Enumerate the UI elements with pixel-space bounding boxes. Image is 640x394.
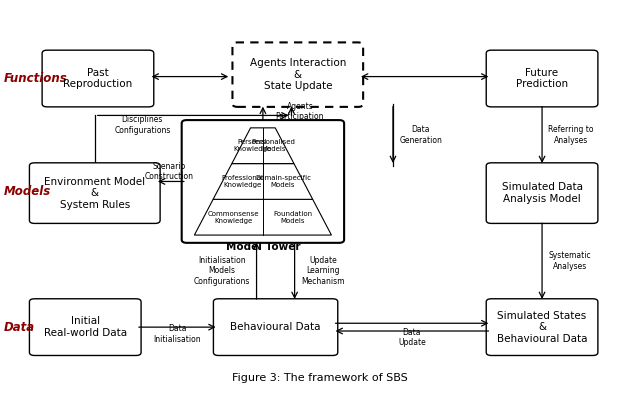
- Text: Domain-specific
Models: Domain-specific Models: [255, 175, 311, 188]
- Text: Personalised
Models: Personalised Models: [252, 139, 296, 152]
- Polygon shape: [195, 199, 332, 235]
- Text: Foundation
Models: Foundation Models: [273, 211, 312, 224]
- Text: Update
Learning
Mechanism: Update Learning Mechanism: [301, 256, 345, 286]
- FancyBboxPatch shape: [486, 50, 598, 107]
- Text: Disciplines
Configurations: Disciplines Configurations: [114, 115, 170, 135]
- Text: Functions: Functions: [4, 72, 68, 85]
- Text: Future
Prediction: Future Prediction: [516, 68, 568, 89]
- Text: Environment Model
&
System Rules: Environment Model & System Rules: [44, 177, 145, 210]
- FancyBboxPatch shape: [29, 299, 141, 355]
- FancyBboxPatch shape: [486, 163, 598, 223]
- FancyBboxPatch shape: [232, 43, 363, 107]
- Text: Referring to
Analyses: Referring to Analyses: [548, 125, 594, 145]
- FancyBboxPatch shape: [29, 163, 160, 223]
- Text: Simulated States
&
Behavioural Data: Simulated States & Behavioural Data: [497, 310, 588, 344]
- Text: Data: Data: [4, 321, 35, 334]
- FancyBboxPatch shape: [42, 50, 154, 107]
- Text: Initialisation
Models
Configurations: Initialisation Models Configurations: [193, 256, 250, 286]
- FancyBboxPatch shape: [486, 299, 598, 355]
- Text: Model Tower: Model Tower: [226, 242, 300, 252]
- Text: Personal
Knowledge: Personal Knowledge: [233, 139, 271, 152]
- Text: Systematic
Analyses: Systematic Analyses: [548, 251, 591, 271]
- Text: Professional
Knowledge: Professional Knowledge: [221, 175, 264, 188]
- Text: Behavioural Data: Behavioural Data: [230, 322, 321, 332]
- Text: Figure 3: The framework of SBS: Figure 3: The framework of SBS: [232, 374, 408, 383]
- Polygon shape: [213, 164, 313, 199]
- Text: Data
Update: Data Update: [398, 328, 426, 348]
- Text: Agents
Participation: Agents Participation: [276, 102, 324, 121]
- FancyBboxPatch shape: [182, 120, 344, 243]
- FancyBboxPatch shape: [213, 299, 338, 355]
- Text: Agents Interaction
&
State Update: Agents Interaction & State Update: [250, 58, 346, 91]
- Text: Data
Initialisation: Data Initialisation: [154, 324, 201, 344]
- Text: Scenario
Construction: Scenario Construction: [145, 162, 193, 182]
- Text: Past
Reproduction: Past Reproduction: [63, 68, 132, 89]
- Text: Commonsense
Knowledge: Commonsense Knowledge: [207, 211, 259, 224]
- Text: Models: Models: [4, 185, 51, 198]
- Text: Data
Generation: Data Generation: [399, 125, 442, 145]
- Polygon shape: [232, 128, 294, 164]
- Text: Simulated Data
Analysis Model: Simulated Data Analysis Model: [502, 182, 582, 204]
- Text: Initial
Real-world Data: Initial Real-world Data: [44, 316, 127, 338]
